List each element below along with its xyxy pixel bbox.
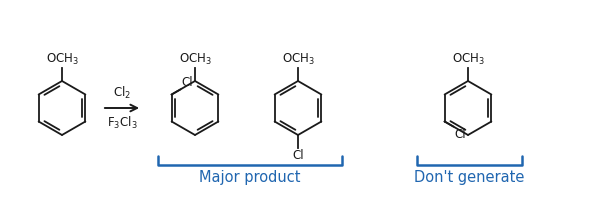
Text: Cl: Cl — [181, 76, 193, 89]
Text: Cl: Cl — [292, 149, 304, 162]
Text: OCH$_3$: OCH$_3$ — [46, 52, 79, 67]
Text: Cl: Cl — [454, 127, 466, 140]
Text: Cl$_2$: Cl$_2$ — [113, 85, 131, 101]
Text: Major product: Major product — [199, 170, 301, 185]
Text: OCH$_3$: OCH$_3$ — [452, 52, 484, 67]
Text: OCH$_3$: OCH$_3$ — [179, 52, 211, 67]
Text: F$_3$Cl$_3$: F$_3$Cl$_3$ — [107, 115, 137, 131]
Text: Don't generate: Don't generate — [415, 170, 524, 185]
Text: OCH$_3$: OCH$_3$ — [281, 52, 314, 67]
